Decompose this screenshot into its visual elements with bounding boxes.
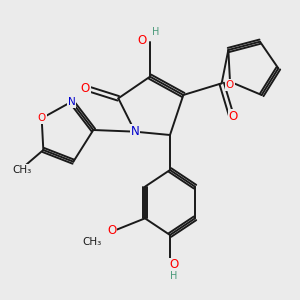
Text: CH₃: CH₃: [12, 165, 31, 175]
Text: N: N: [68, 97, 76, 107]
Text: O: O: [80, 82, 90, 95]
Text: O: O: [38, 113, 46, 123]
Text: H: H: [152, 27, 160, 37]
Text: O: O: [137, 34, 146, 46]
Text: CH₃: CH₃: [82, 237, 101, 247]
Text: O: O: [229, 110, 238, 123]
Text: O: O: [226, 80, 234, 90]
Text: O: O: [169, 259, 178, 272]
Text: O: O: [107, 224, 116, 236]
Text: N: N: [130, 125, 140, 138]
Text: H: H: [170, 271, 178, 281]
